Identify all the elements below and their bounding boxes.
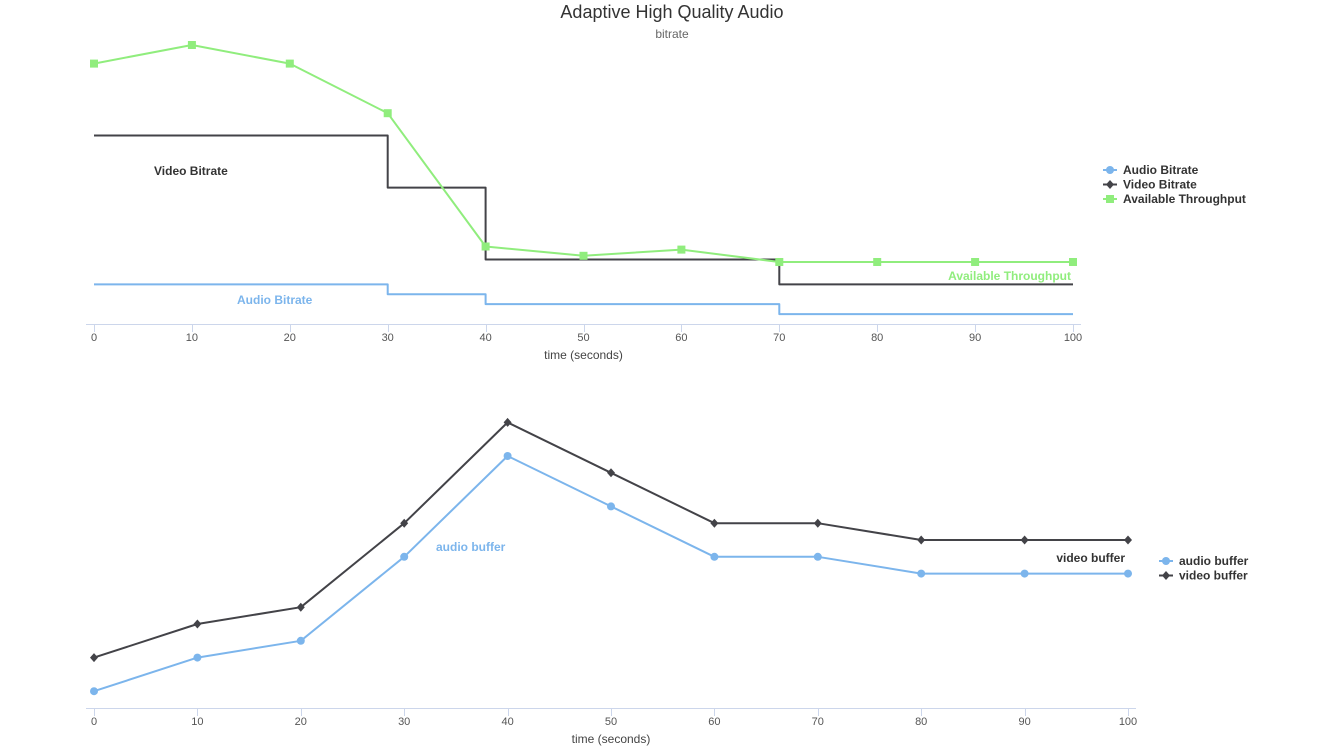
video-buffer-point: [710, 518, 719, 528]
video-buffer-point: [296, 602, 305, 612]
buffer-chart: 0 10 20 30 40 50 60 70 80 90 100 time (seconds) audi…: [86, 417, 1249, 746]
audio-buffer-point: [917, 569, 926, 578]
x-tick-label: 20: [284, 332, 296, 344]
video-bitrate-legend-symbol: [1106, 180, 1114, 189]
x-tick-label: 70: [812, 716, 824, 728]
audio-buffer-point: [1020, 569, 1029, 578]
available-throughput-line: [93, 44, 1073, 263]
audio-buffer-legend-symbol: [1162, 557, 1170, 565]
audio-bitrate-legend-symbol: [1106, 166, 1114, 174]
video-buffer-series-label: video buffer: [1056, 551, 1125, 565]
x-tick-label: 100: [1064, 332, 1082, 344]
audio-buffer-line: [93, 455, 1128, 693]
video-buffer-point: [90, 653, 98, 663]
x-tick-label: 50: [577, 332, 589, 344]
x-tick-label: 20: [295, 716, 307, 728]
x-tick-label: 40: [501, 716, 513, 728]
video-buffer-point: [1020, 535, 1029, 545]
available-throughput-point: [579, 251, 588, 260]
available-throughput-legend-symbol: [1106, 195, 1114, 203]
available-throughput-point: [383, 109, 392, 118]
available-throughput-point: [90, 59, 98, 68]
x-tick-label: 80: [871, 332, 883, 344]
available-throughput-point: [187, 41, 196, 49]
video-buffer-point: [813, 518, 822, 528]
audio-buffer-point: [1124, 569, 1132, 578]
video-bitrate-line: [94, 134, 1073, 286]
available-throughput-series-label: Available Throughput: [948, 269, 1071, 283]
video-bitrate-series-label: Video Bitrate: [154, 164, 228, 178]
audio-buffer-point: [813, 552, 822, 561]
x-tick-label: 60: [675, 332, 687, 344]
audio-buffer-point: [710, 552, 719, 561]
x-tick-label: 70: [773, 332, 785, 344]
available-throughput-point: [677, 245, 686, 254]
chart-title: Adaptive High Quality Audio: [560, 2, 784, 22]
x-tick-label: 10: [191, 716, 203, 728]
available-throughput-point: [873, 258, 882, 266]
chart-subtitle: bitrate: [655, 27, 689, 41]
video-buffer-point: [503, 417, 512, 427]
video-buffer-line: [93, 421, 1128, 659]
x-tick-label: 100: [1119, 716, 1137, 728]
video-buffer-legend-symbol: [1162, 571, 1170, 580]
video-buffer-legend-label[interactable]: video buffer: [1179, 569, 1248, 583]
video-buffer-point: [607, 468, 615, 478]
x-tick-label: 90: [1018, 716, 1030, 728]
audio-buffer-point: [296, 636, 305, 645]
x-tick-label: 80: [915, 716, 927, 728]
x-tick-label: 10: [186, 332, 198, 344]
video-buffer-point: [917, 535, 926, 545]
audio-buffer-series-label: audio buffer: [436, 540, 506, 554]
available-throughput-point: [285, 59, 294, 68]
audio-bitrate-legend-label[interactable]: Audio Bitrate: [1123, 163, 1199, 177]
video-buffer-point: [193, 619, 202, 629]
audio-bitrate-series-label: Audio Bitrate: [237, 293, 313, 307]
available-throughput-point: [481, 242, 490, 251]
x-axis-title: time (seconds): [544, 348, 623, 362]
audio-buffer-point: [503, 452, 512, 460]
audio-buffer-point: [607, 502, 615, 511]
video-buffer-point: [400, 518, 409, 528]
available-throughput-legend-label[interactable]: Available Throughput: [1123, 192, 1246, 206]
x-tick-label: 90: [969, 332, 981, 344]
x-tick-label: 30: [382, 332, 394, 344]
x-tick-label: 50: [605, 716, 617, 728]
audio-buffer-legend-label[interactable]: audio buffer: [1179, 554, 1249, 568]
x-tick-label: 0: [91, 716, 97, 728]
x-tick-label: 60: [708, 716, 720, 728]
audio-buffer-point: [90, 687, 98, 696]
available-throughput-point: [775, 258, 784, 266]
bitrate-chart: 0 10 20 30 40 50 60 70 80 90 100 time (seconds) Audi…: [86, 41, 1246, 362]
x-tick-label: 40: [479, 332, 491, 344]
x-axis-title: time (seconds): [572, 732, 651, 746]
audio-bitrate-line: [94, 283, 1073, 316]
video-buffer-point: [1124, 535, 1132, 545]
available-throughput-point: [971, 258, 980, 266]
x-tick-label: 0: [91, 332, 97, 344]
available-throughput-point: [1069, 258, 1077, 266]
audio-buffer-point: [400, 552, 409, 561]
audio-buffer-point: [193, 653, 202, 662]
video-bitrate-legend-label[interactable]: Video Bitrate: [1123, 178, 1197, 192]
x-tick-label: 30: [398, 716, 410, 728]
